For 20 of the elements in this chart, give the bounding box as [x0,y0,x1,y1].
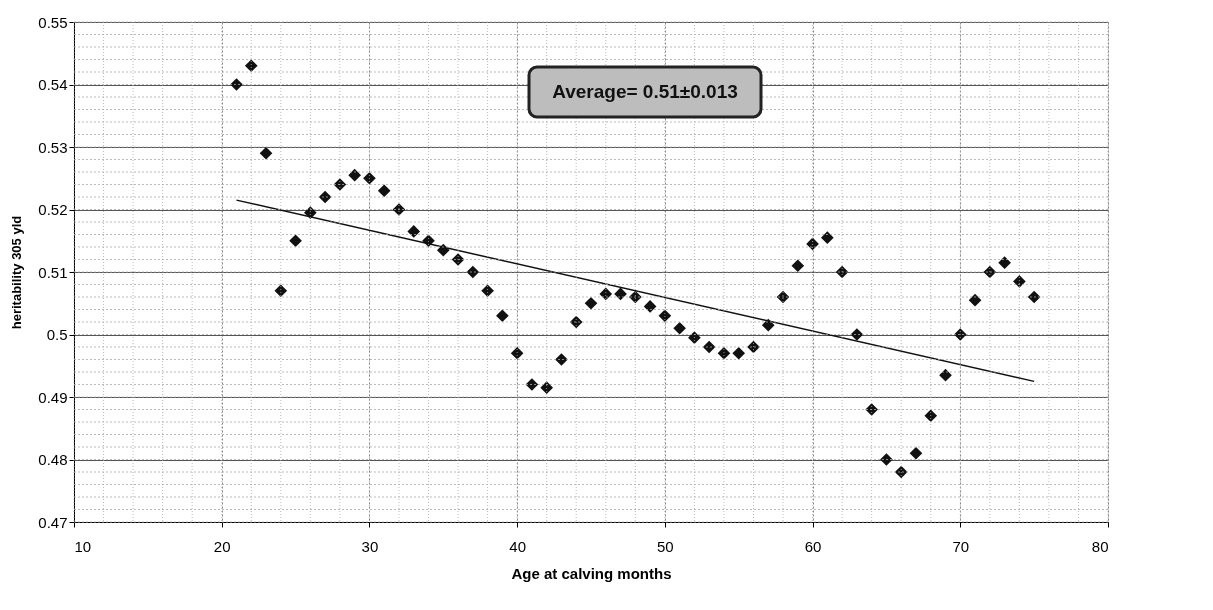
x-tick-label: 70 [952,537,970,555]
y-tick-label: 0.52 [38,201,68,218]
x-tick-label: 50 [657,537,674,555]
y-tick-label: 0.54 [38,76,68,93]
y-tick-label: 0.53 [38,138,68,156]
x-tick-label: 10 [74,537,92,555]
x-tick-label: 40 [509,537,526,555]
y-tick-label: 0.49 [38,388,68,406]
y-axis-title: heritability 305 yld [9,215,25,330]
y-tick-label: 0.55 [38,13,68,31]
x-axis-title: Age at calving months [511,564,672,582]
x-tick-label: 30 [361,537,379,555]
x-tick-label: 60 [804,537,822,555]
x-tick-label: 20 [213,537,231,555]
annotation: Average= 0.51±0.013 [552,81,738,102]
y-tick-label: 0.48 [38,451,68,468]
x-tick-label: 80 [1091,537,1109,555]
y-tick-label: 0.5 [46,326,68,343]
y-tick-label: 0.51 [38,263,68,281]
y-tick-label: 0.47 [38,513,68,531]
